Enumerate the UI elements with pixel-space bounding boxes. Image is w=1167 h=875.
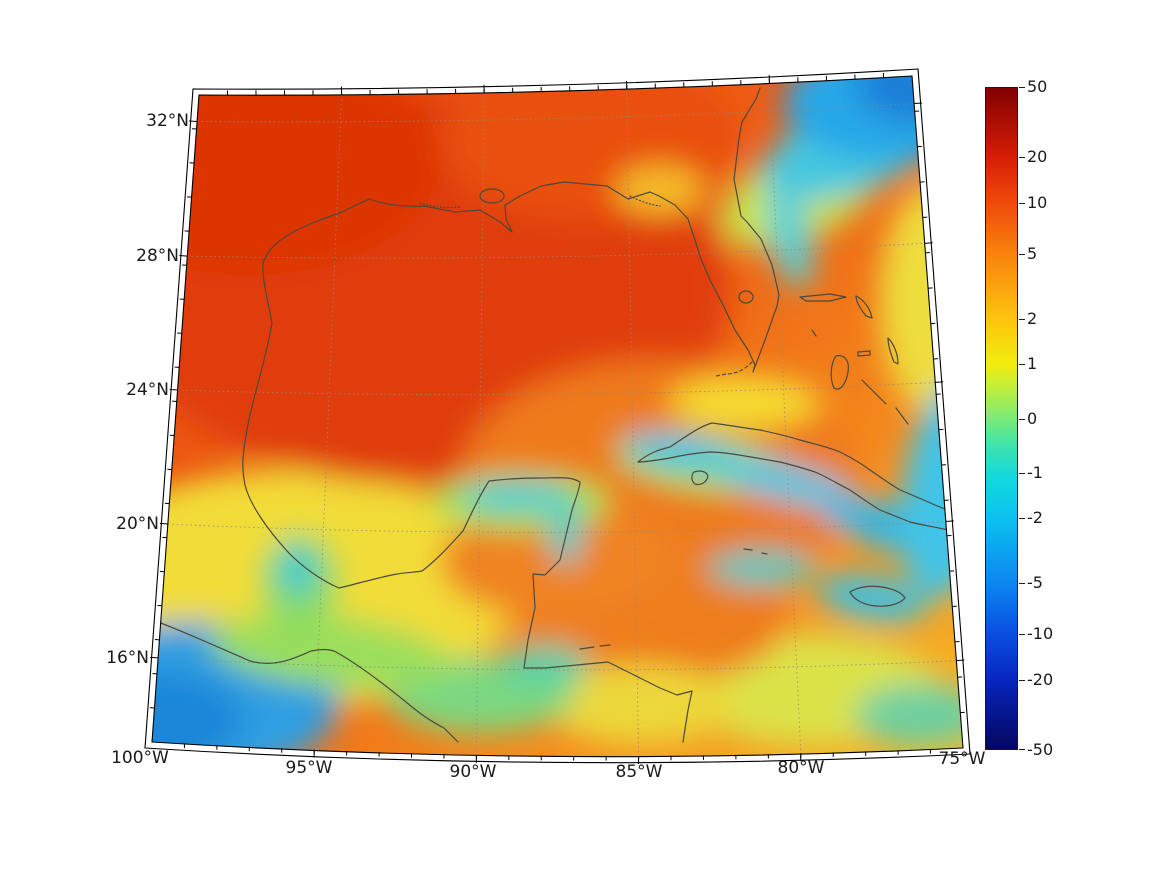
colorbar-tick — [1019, 518, 1025, 519]
lon-tick-label: 100°W — [111, 748, 169, 768]
lon-tick-label: 80°W — [777, 758, 825, 778]
colorbar-tick — [1019, 203, 1025, 204]
colorbar-tick-label: -1 — [1027, 463, 1043, 482]
graticule — [158, 83, 957, 757]
lon-tick-label: 75°W — [938, 749, 986, 769]
colorbar-tick-label: -5 — [1027, 573, 1043, 592]
colorbar-tick-label: -50 — [1027, 740, 1054, 759]
colorbar-tick — [1019, 634, 1025, 635]
colorbar-tick — [1019, 419, 1025, 420]
heat-field — [152, 76, 963, 757]
colorbar-tick-label: 2 — [1027, 309, 1038, 328]
lat-tick-label: 24°N — [126, 380, 169, 400]
colorbar-tick-label: 50 — [1027, 77, 1048, 96]
colorbar-tick-label: 0 — [1027, 409, 1038, 428]
frame-ticks — [149, 72, 965, 765]
colorbar-tick — [1019, 319, 1025, 320]
lat-tick-label: 20°N — [116, 514, 159, 534]
lon-tick-label: 95°W — [285, 758, 333, 778]
colorbar-tick — [1019, 157, 1025, 158]
colorbar-tick-label: -10 — [1027, 624, 1054, 643]
lon-tick-label: 85°W — [615, 762, 663, 782]
colorbar-tick — [1019, 87, 1025, 88]
colorbar-tick-label: -20 — [1027, 670, 1054, 689]
colorbar-tick-label: 20 — [1027, 147, 1048, 166]
colorbar-tick-label: 1 — [1027, 354, 1038, 373]
coastlines — [157, 87, 953, 743]
lat-tick-label: 28°N — [136, 246, 179, 266]
colorbar-tick-label: 5 — [1027, 244, 1038, 263]
colorbar-tick — [1019, 680, 1025, 681]
colorbar-tick-label: -2 — [1027, 508, 1043, 527]
map-frame — [144, 68, 971, 765]
lat-tick-label: 16°N — [106, 648, 149, 668]
lon-tick-label: 90°W — [449, 762, 497, 782]
colorbar-tick — [1019, 473, 1025, 474]
colorbar-tick — [1019, 254, 1025, 255]
colorbar-tick — [1019, 749, 1025, 750]
colorbar-tick-label: 10 — [1027, 193, 1048, 212]
colorbar-tick — [1019, 364, 1025, 365]
colorbar — [985, 87, 1018, 750]
colorbar-tick — [1019, 583, 1025, 584]
lat-tick-label: 32°N — [146, 111, 189, 131]
